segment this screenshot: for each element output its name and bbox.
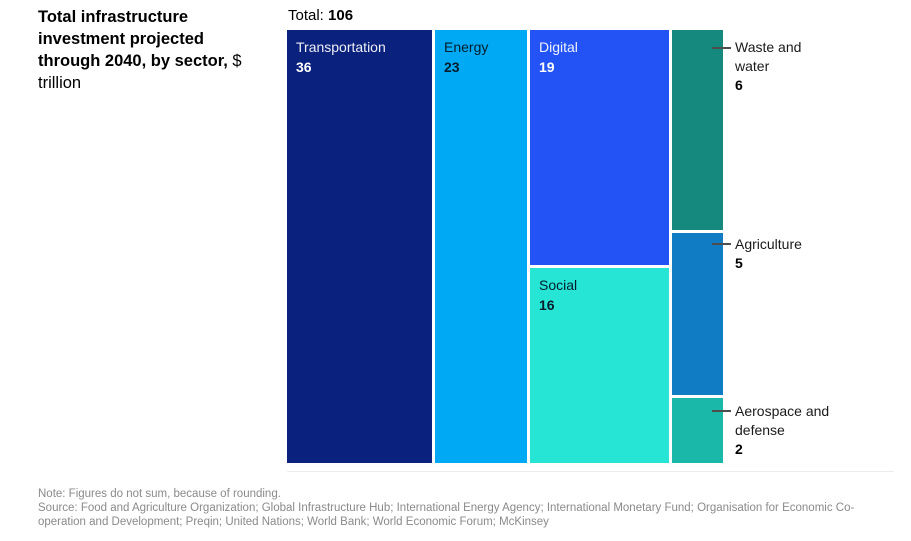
treemap-block-energy: Energy 23: [435, 30, 527, 463]
treemap-block-agriculture: [672, 233, 723, 395]
callout-agriculture: Agriculture 5: [735, 235, 830, 273]
sector-value: 19: [539, 59, 555, 75]
sector-value: 2: [735, 441, 743, 457]
sector-name: Digital: [539, 39, 578, 55]
chart-title: Total infrastructure investment projecte…: [38, 6, 270, 94]
sector-value: 36: [296, 59, 312, 75]
chart-title-main: Total infrastructure investment projecte…: [38, 8, 228, 70]
total-label-text: Total:: [288, 7, 324, 24]
total-value: 106: [328, 7, 354, 24]
callout-line-agriculture: [712, 243, 731, 245]
callout-aerospace-and-defense: Aerospace and defense 2: [735, 402, 830, 459]
chart-title-unit: $ trillion: [38, 52, 242, 92]
treemap-block-digital: Digital 19: [530, 30, 669, 265]
total-label: Total: 106: [288, 7, 353, 24]
treemap-block-social: Social 16: [530, 268, 669, 463]
sector-name: Aerospace and defense: [735, 403, 830, 438]
treemap-chart: Transportation 36 Energy 23 Digital 19 S…: [287, 30, 724, 463]
callout-line-waste-and-water: [712, 47, 731, 49]
treemap-block-aerospace-and-defense: [672, 398, 723, 463]
sector-value: 23: [444, 59, 460, 75]
sector-value: 6: [735, 77, 743, 93]
sector-name: Waste and water: [735, 39, 802, 74]
sector-name: Energy: [444, 39, 489, 55]
source-line: Source: Food and Agriculture Organizatio…: [38, 502, 855, 528]
sector-value: 16: [539, 297, 555, 313]
sector-name: Agriculture: [735, 236, 802, 252]
footer-divider: [287, 471, 894, 472]
treemap-block-waste-and-water: [672, 30, 723, 230]
callout-line-aerospace-and-defense: [712, 410, 731, 412]
callout-waste-and-water: Waste and water 6: [735, 38, 809, 95]
footnotes: Note: Figures do not sum, because of rou…: [38, 487, 896, 529]
sector-name: Transportation: [296, 39, 386, 55]
note-line: Note: Figures do not sum, because of rou…: [38, 488, 281, 500]
sector-name: Social: [539, 277, 578, 293]
sector-value: 5: [735, 255, 743, 271]
treemap-block-transportation: Transportation 36: [287, 30, 432, 463]
